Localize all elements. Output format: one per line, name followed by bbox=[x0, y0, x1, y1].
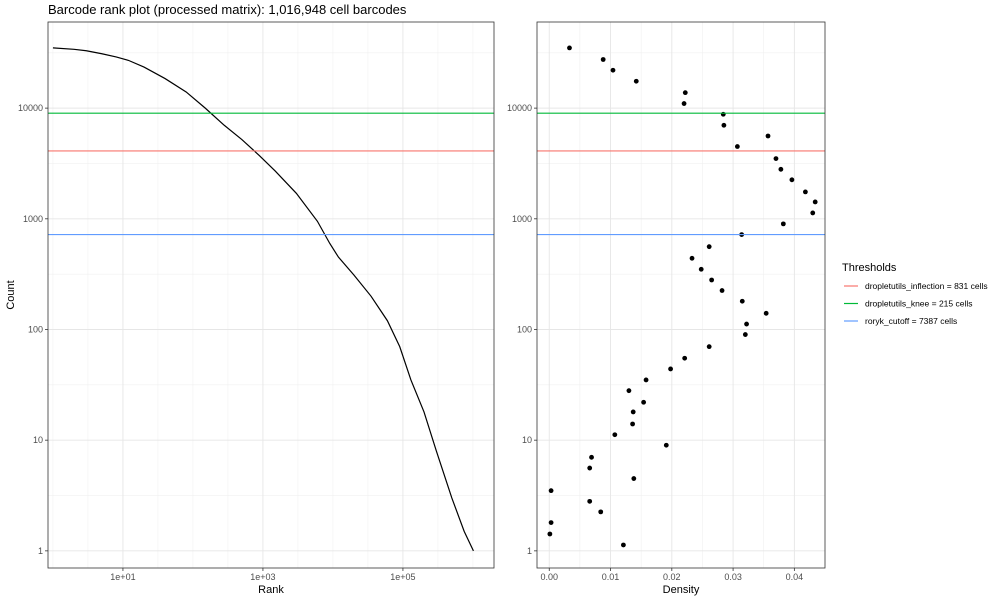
density-point bbox=[567, 45, 572, 51]
density-point bbox=[641, 399, 647, 405]
y-tick-label: 1000 bbox=[512, 214, 532, 224]
plot-background bbox=[537, 22, 825, 568]
density-point bbox=[548, 520, 554, 526]
density-point bbox=[630, 421, 635, 427]
x-tick-label: 1e+01 bbox=[110, 572, 135, 582]
density-point bbox=[682, 355, 688, 361]
y-tick-label: 1 bbox=[38, 546, 43, 556]
density-point bbox=[734, 144, 740, 149]
density-plot-panel: 0.00 0.01 0.02 0.03 0.04 1 10 100 1000 10000 Densi… bbox=[507, 21, 826, 596]
y-tick-label: 10 bbox=[522, 435, 532, 445]
x-tick-label: 0.03 bbox=[724, 572, 742, 582]
density-point bbox=[812, 199, 818, 205]
density-point bbox=[610, 67, 616, 73]
plot-border bbox=[47, 21, 495, 569]
density-point bbox=[548, 488, 554, 494]
density-point bbox=[621, 542, 626, 548]
legend-label: roryk_cutoff = 7387 cells bbox=[865, 316, 957, 326]
density-point bbox=[739, 298, 745, 304]
chart-title: Barcode rank plot (processed matrix): 1,… bbox=[48, 2, 407, 17]
y-tick-label: 10000 bbox=[507, 103, 532, 113]
legend-label: dropletutils_knee = 215 cells bbox=[865, 299, 973, 309]
density-point bbox=[547, 531, 553, 537]
y-tick-label: 10 bbox=[33, 435, 43, 445]
density-point bbox=[598, 509, 604, 515]
plot-background bbox=[48, 22, 494, 568]
density-point bbox=[802, 189, 808, 195]
density-point bbox=[663, 442, 669, 448]
density-point bbox=[720, 111, 726, 117]
density-point bbox=[612, 432, 618, 438]
rank-plot-panel: 1e+01 1e+03 1e+05 1 10 100 1000 10000 Rank Count bbox=[5, 21, 495, 596]
x-tick-label: 0.04 bbox=[786, 572, 804, 582]
plot-area bbox=[48, 47, 494, 552]
legend-label: dropletutils_inflection = 831 cells bbox=[865, 281, 988, 291]
density-point bbox=[789, 177, 795, 183]
legend-title: Thresholds bbox=[842, 262, 897, 274]
x-tick-label: 0.01 bbox=[602, 572, 620, 582]
density-point bbox=[668, 366, 673, 372]
density-point bbox=[587, 465, 593, 471]
density-point bbox=[589, 454, 594, 460]
density-point bbox=[689, 255, 695, 261]
y-axis-title: Count bbox=[5, 280, 17, 309]
density-point bbox=[706, 244, 712, 250]
x-axis-title: Density bbox=[663, 584, 700, 596]
density-point bbox=[810, 210, 816, 216]
y-tick-label: 10000 bbox=[18, 103, 43, 113]
y-tick-label: 100 bbox=[517, 324, 532, 334]
density-point bbox=[709, 277, 715, 283]
y-tick-label: 1000 bbox=[23, 214, 43, 224]
density-point bbox=[626, 388, 632, 394]
density-point bbox=[633, 78, 639, 84]
plot-area bbox=[537, 45, 825, 548]
x-tick-label: 1e+05 bbox=[390, 572, 415, 582]
density-point bbox=[763, 310, 769, 316]
rank-curve-line bbox=[52, 47, 474, 552]
density-point bbox=[698, 266, 704, 272]
density-point bbox=[682, 90, 688, 96]
density-point bbox=[719, 288, 725, 293]
density-point bbox=[706, 344, 712, 350]
density-point bbox=[742, 332, 748, 337]
x-axis-title: Rank bbox=[258, 584, 284, 596]
density-point bbox=[600, 57, 606, 62]
density-point bbox=[744, 321, 749, 327]
density-point bbox=[681, 101, 687, 106]
density-point bbox=[643, 377, 649, 383]
density-point bbox=[778, 166, 784, 172]
plot-border bbox=[536, 21, 826, 569]
x-tick-label: 1e+03 bbox=[250, 572, 275, 582]
density-point bbox=[631, 476, 637, 481]
x-tick-label: 0.00 bbox=[540, 572, 558, 582]
density-point bbox=[721, 122, 727, 128]
density-point bbox=[630, 409, 636, 415]
density-point bbox=[773, 156, 779, 161]
x-tick-label: 0.02 bbox=[663, 572, 681, 582]
density-point bbox=[587, 498, 593, 504]
legend: Thresholds dropletutils_inflection = 831 … bbox=[842, 262, 988, 326]
y-tick-label: 1 bbox=[527, 546, 532, 556]
density-point bbox=[765, 133, 771, 139]
y-tick-label: 100 bbox=[28, 324, 43, 334]
density-point bbox=[780, 221, 786, 227]
